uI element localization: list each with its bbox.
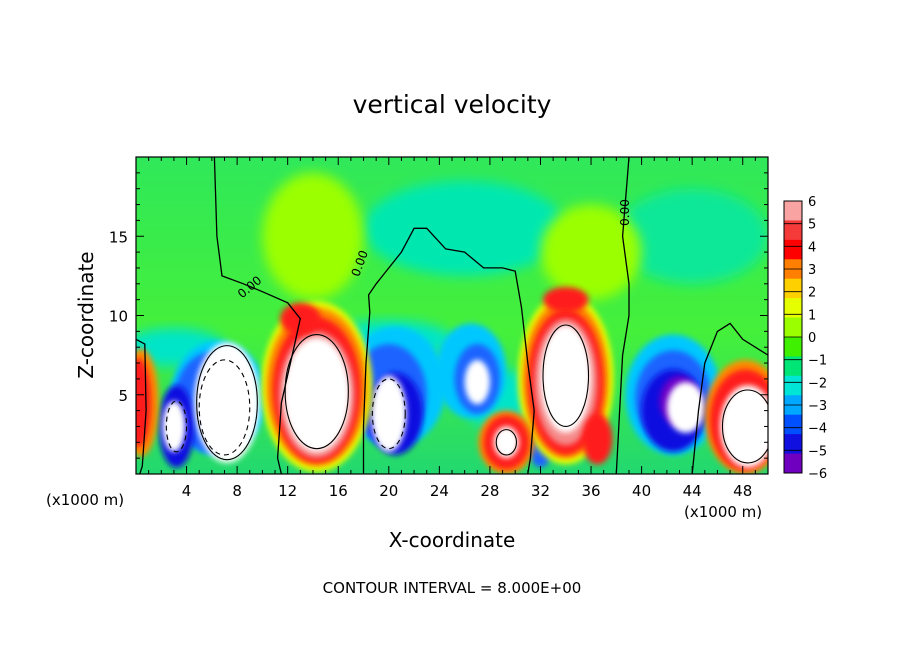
updraft-core bbox=[464, 359, 490, 405]
colorbar-segment bbox=[784, 414, 802, 435]
colorbar-segment bbox=[784, 278, 802, 299]
colorbar-segment bbox=[784, 356, 802, 377]
colorbar-segment bbox=[784, 453, 802, 474]
x-tick-label: 8 bbox=[232, 482, 242, 500]
zero-contour bbox=[615, 157, 630, 474]
colorbar: 6 5 4 3 2 1 0 −1 −2 −3 −4 −5 −6 bbox=[783, 195, 827, 482]
x-tick-label: 24 bbox=[430, 482, 449, 500]
positive-contour bbox=[721, 389, 768, 464]
zero-contour bbox=[691, 322, 768, 474]
contour-label: 0.00 bbox=[618, 199, 632, 226]
updraft-halo bbox=[136, 358, 152, 448]
updraft-core bbox=[371, 375, 407, 452]
updraft-halo bbox=[582, 413, 613, 465]
y-axis: 5 10 15 bbox=[109, 172, 768, 459]
x-tick-label: 44 bbox=[683, 482, 702, 500]
zero-contour bbox=[362, 227, 535, 474]
y-axis-label: Z-coordinate bbox=[74, 251, 98, 378]
teal-region bbox=[363, 180, 566, 276]
negative-contour bbox=[165, 400, 188, 453]
updraft-core bbox=[666, 382, 705, 433]
colorbar-tick-label: −2 bbox=[808, 376, 827, 391]
x-tick-label: 40 bbox=[632, 482, 651, 500]
colorbar-segment bbox=[784, 239, 802, 260]
y-tick-label: 10 bbox=[109, 308, 128, 326]
updraft-core bbox=[719, 385, 768, 468]
lime-region bbox=[262, 172, 364, 300]
colorbar-tick-label: 3 bbox=[808, 263, 816, 278]
colorbar-tick-label: −6 bbox=[808, 467, 827, 482]
negative-contour bbox=[198, 359, 251, 456]
colorbar-tick-label: 1 bbox=[808, 308, 816, 323]
colorbar-segment bbox=[784, 220, 802, 241]
positive-contour bbox=[495, 429, 518, 456]
colorbar-segment bbox=[784, 201, 802, 221]
x-tick-label: 20 bbox=[379, 482, 398, 500]
x-tick-label: 28 bbox=[480, 482, 499, 500]
colorbar-tick-label: 2 bbox=[808, 286, 816, 301]
updraft-core bbox=[194, 342, 260, 463]
x-axis: 4 8 12 16 20 24 28 32 36 40 44 48 bbox=[148, 157, 756, 500]
updraft-core bbox=[493, 426, 519, 459]
x-tick-label: 48 bbox=[733, 482, 752, 500]
plot-area: 0.000.000.00 bbox=[136, 157, 768, 474]
y-tick-label: 5 bbox=[118, 387, 128, 405]
colorbar-segment bbox=[784, 337, 802, 357]
zero-contour bbox=[136, 338, 147, 474]
positive-contour bbox=[284, 333, 349, 450]
x-unit-left: (x1000 m) bbox=[46, 491, 124, 509]
contour-interval-note: CONTOUR INTERVAL = 8.000E+00 bbox=[323, 579, 582, 597]
teal-region bbox=[616, 188, 768, 284]
updraft-core bbox=[540, 325, 592, 433]
updraft-halo bbox=[543, 286, 589, 313]
colorbar-tick-label: 6 bbox=[808, 195, 816, 210]
colorbar-tick-label: 0 bbox=[808, 331, 816, 346]
colorbar-tick-label: −1 bbox=[808, 354, 827, 369]
negative-contour bbox=[371, 378, 406, 450]
colorbar-segment bbox=[784, 317, 802, 338]
colorbar-segment bbox=[784, 434, 802, 455]
x-tick-label: 12 bbox=[278, 482, 297, 500]
colorbar-tick-label: −4 bbox=[808, 422, 827, 437]
colorbar-tick-label: −3 bbox=[808, 399, 827, 414]
y-tick-label: 15 bbox=[109, 228, 128, 246]
colorbar-tick-label: −5 bbox=[808, 444, 827, 459]
x-tick-label: 4 bbox=[182, 482, 192, 500]
colorbar-segment bbox=[784, 298, 802, 319]
positive-contour bbox=[196, 345, 258, 461]
colorbar-tick-label: 4 bbox=[808, 240, 816, 255]
updraft-core bbox=[283, 337, 350, 452]
x-axis-label: X-coordinate bbox=[389, 528, 516, 552]
velocity-field bbox=[136, 172, 768, 474]
x-unit-right: (x1000 m) bbox=[684, 503, 762, 521]
x-tick-label: 36 bbox=[581, 482, 600, 500]
positive-contour bbox=[542, 324, 590, 428]
zero-contour bbox=[213, 157, 302, 474]
x-tick-label: 16 bbox=[329, 482, 348, 500]
lime-region bbox=[540, 204, 642, 300]
x-tick-label: 32 bbox=[531, 482, 550, 500]
colorbar-tick-label: 5 bbox=[808, 218, 816, 233]
chart-title: vertical velocity bbox=[353, 90, 552, 119]
colorbar-segment bbox=[784, 375, 802, 396]
